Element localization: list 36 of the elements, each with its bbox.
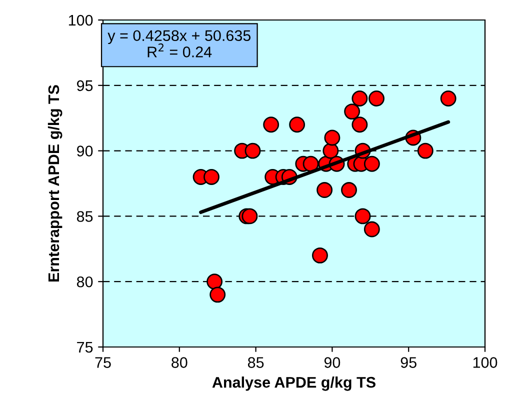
point: [302, 156, 319, 172]
point: [368, 90, 384, 106]
x-tick-label: 100: [473, 357, 498, 368]
point: [263, 116, 280, 133]
x-axis-title: Analyse APDE g/kg TS: [212, 376, 376, 391]
x-tick-label: 75: [95, 357, 111, 368]
point: [344, 104, 360, 120]
y-tick-label: 95: [77, 80, 93, 92]
point: [210, 286, 226, 303]
point: [352, 116, 368, 133]
point: [206, 274, 223, 290]
y-tick-label: 100: [68, 14, 93, 26]
y-tick-label: 75: [77, 342, 93, 353]
x-tick-label: 80: [172, 357, 188, 368]
point: [244, 142, 261, 159]
y-tick-label: 85: [76, 211, 93, 222]
x-tick-label: 90: [324, 357, 340, 368]
point: [440, 90, 456, 106]
point: [364, 221, 380, 238]
point: [364, 156, 380, 172]
point: [341, 182, 357, 198]
point: [204, 168, 220, 185]
y-tick-label: 90: [77, 146, 93, 156]
point: [352, 90, 368, 106]
point: [289, 116, 306, 133]
point: [316, 182, 333, 198]
point: [417, 142, 434, 159]
point: [354, 208, 371, 224]
point: [242, 208, 258, 224]
y-tick-label: 80: [76, 276, 93, 288]
point: [312, 247, 328, 264]
x-tick-label: 85: [248, 357, 264, 368]
point: [324, 130, 340, 146]
x-tick-label: 95: [400, 357, 416, 368]
y-axis-title: Ernterapport APDE g/kg TS: [48, 85, 62, 282]
annotation: y = 0.4258x + 50.635 R$^{2}$ = 0.24: [108, 30, 251, 58]
